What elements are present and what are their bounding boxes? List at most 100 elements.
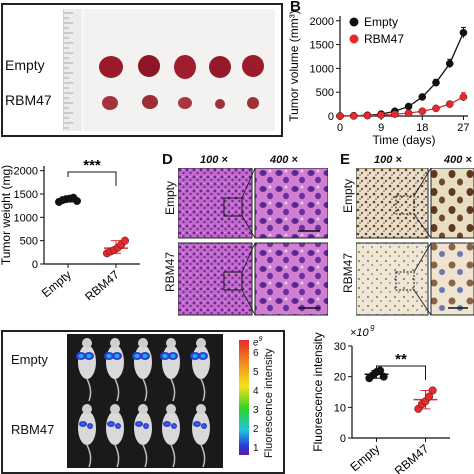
- data-point-empty: [418, 93, 427, 101]
- significance-stars: ***: [83, 157, 101, 174]
- he-empty-100x: [178, 168, 253, 239]
- mouse-body: [162, 345, 180, 379]
- mouse-tail: [86, 378, 92, 402]
- he-histology-grid: [178, 168, 328, 316]
- mouse-head: [166, 338, 176, 348]
- data-point-rbm47: [428, 386, 437, 395]
- mouse-head: [82, 404, 92, 414]
- mouse: [106, 404, 124, 468]
- y-tick-label: 1500: [14, 189, 38, 201]
- mouse-head: [138, 338, 148, 348]
- scale-label: Fluorescence intensity: [263, 348, 275, 458]
- y-tick-label: 2000: [14, 166, 38, 178]
- ihc-rbm47-100x: [356, 242, 429, 316]
- fluorescence-core: [170, 354, 176, 358]
- d-header-100x: 100 ×: [200, 154, 228, 166]
- fluorescence-core: [78, 354, 84, 358]
- y-tick-label: 0: [340, 433, 346, 445]
- mouse-body: [192, 345, 210, 379]
- ihc-zoom-box-rbm47: [395, 271, 415, 291]
- panel-letter-e: E: [340, 151, 351, 168]
- fluorescence-core: [202, 424, 206, 428]
- scale-tick: 4: [253, 386, 259, 397]
- tumors-rbm47-row: [102, 95, 259, 110]
- row-label-empty: Empty: [5, 57, 45, 73]
- y-axis-label: Tumor volume (mm³): [287, 10, 301, 122]
- scale-tick: 2: [253, 424, 259, 435]
- tumor-volume-chart: 0 500 1000 1500 2000 0 9 18 27 Time (days) Tumor v…: [287, 10, 470, 147]
- significance-stars: **: [395, 351, 407, 368]
- scale-exp: e9: [253, 336, 263, 349]
- y-tick-label: 1500: [310, 40, 334, 52]
- fluorescence-core: [144, 424, 148, 428]
- mouse-body: [192, 411, 210, 445]
- legend-label: RBM47: [364, 32, 404, 46]
- data-point-empty: [445, 59, 454, 68]
- y-tick-label: 0: [32, 259, 38, 271]
- scale-tick: 1: [253, 443, 259, 454]
- scale-tick: 3: [253, 405, 259, 416]
- tumors-empty-row: [99, 55, 264, 79]
- data-point-rbm47: [336, 112, 344, 120]
- significance-bracket: [376, 365, 426, 380]
- y-axis-label: Tumor weight (mg): [0, 165, 13, 265]
- mouse: [192, 404, 210, 468]
- panel-letter-b: B: [290, 0, 301, 15]
- panel-a: Empty RBM47: [1, 3, 283, 137]
- y-tick-label: 500: [316, 87, 334, 99]
- scale-tick: 5: [253, 367, 259, 378]
- imaging-background: [67, 334, 223, 468]
- fluorescence-core: [134, 354, 140, 358]
- data-point-rbm47: [349, 112, 358, 120]
- x-tick-label: 9: [378, 122, 384, 134]
- fluorescence-chart: 0 10 20 30 Fluorescence intensity Empty RBM47 *…: [311, 324, 450, 474]
- fluorescence-core: [81, 422, 85, 426]
- data-point-rbm47: [120, 236, 129, 245]
- x-category-label: Empty: [347, 442, 382, 474]
- fluorescence-core: [114, 354, 120, 358]
- f-row-label-rbm47: RBM47: [11, 422, 55, 437]
- x-tick-label: 18: [416, 122, 428, 134]
- mouse-body: [78, 345, 96, 379]
- scale-tick: 6: [253, 348, 259, 359]
- data-point-empty: [72, 197, 81, 206]
- axis-multiplier: ×10: [350, 327, 370, 339]
- panel-letter-d: D: [162, 151, 173, 168]
- mouse-body: [134, 345, 152, 379]
- y-tick-label: 1000: [310, 63, 334, 75]
- color-scale-bar: [239, 340, 249, 455]
- data-point-rbm47: [445, 100, 454, 108]
- x-tick-label: 0: [337, 122, 343, 134]
- mouse-body: [106, 411, 124, 445]
- mouse-head: [196, 404, 206, 414]
- e-row-label-empty: Empty: [341, 178, 355, 213]
- data-point-rbm47: [391, 110, 399, 118]
- mouse: [76, 338, 96, 402]
- fluorescence-core: [162, 354, 168, 358]
- axis-multiplier-power: 9: [370, 324, 375, 333]
- ihc-grid: [356, 168, 474, 316]
- mouse: [190, 338, 210, 402]
- mouse-tail: [142, 378, 148, 402]
- legend-marker: [349, 34, 359, 44]
- fluorescence-core: [142, 354, 148, 358]
- mouse-head: [138, 404, 148, 414]
- significance-bracket: [67, 171, 117, 186]
- ruler: [63, 9, 82, 131]
- fluorescence-core: [192, 354, 198, 358]
- data-point-rbm47: [425, 392, 434, 401]
- d-row-label-rbm47: RBM47: [163, 251, 177, 292]
- mouse-head: [82, 338, 92, 348]
- mouse-body: [78, 411, 96, 445]
- y-tick-label: 0: [328, 111, 334, 123]
- mouse-body: [106, 345, 124, 379]
- f-row-label-empty: Empty: [11, 352, 48, 367]
- y-tick-label: 500: [20, 236, 38, 248]
- mouse: [104, 338, 124, 402]
- y-tick-label: 2000: [310, 16, 334, 28]
- mouse-tail: [142, 444, 148, 468]
- y-axis-label: Fluorescence intensity: [311, 332, 325, 451]
- data-point-rbm47: [418, 107, 427, 116]
- mouse-head: [166, 404, 176, 414]
